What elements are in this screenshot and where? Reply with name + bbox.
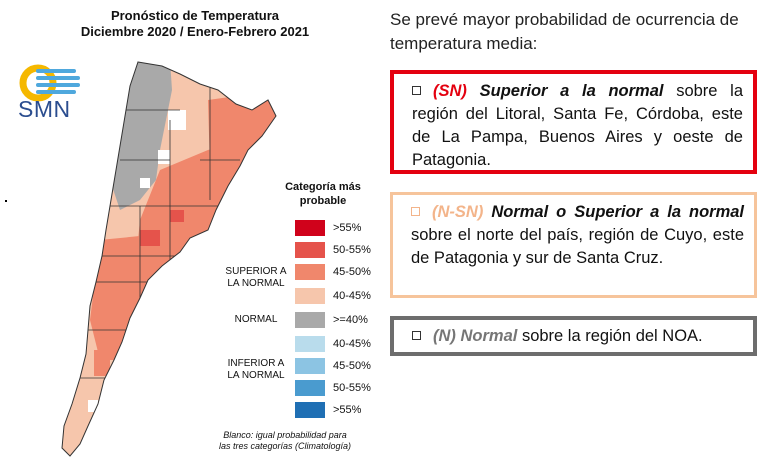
legend-title: Categoría más probable bbox=[268, 180, 378, 208]
category-name: Normal bbox=[460, 327, 518, 345]
legend-swatch bbox=[295, 220, 325, 236]
legend-value: 45-50% bbox=[333, 266, 371, 278]
intro-text: Se prevé mayor probabilidad de ocurrenci… bbox=[390, 10, 739, 53]
legend-title-line2: probable bbox=[299, 195, 347, 207]
legend-item: 40-45% bbox=[295, 336, 385, 352]
category-description: sobre la región del Litoral, Santa Fe, C… bbox=[412, 82, 744, 169]
legend-value: 50-55% bbox=[333, 244, 371, 256]
forecast-box-superior: (SN) Superior a la normal sobre la regió… bbox=[390, 70, 757, 174]
map-title-line2: Diciembre 2020 / Enero-Febrero 2021 bbox=[80, 24, 310, 39]
category-name: Normal o Superior a la normal bbox=[491, 203, 744, 221]
legend-swatch bbox=[295, 242, 325, 258]
legend-swatch bbox=[295, 358, 325, 374]
legend-group-superior: SUPERIOR A LA NORMAL bbox=[220, 266, 292, 290]
legend-group-normal: NORMAL bbox=[234, 314, 278, 325]
category-code: (N) bbox=[433, 327, 456, 345]
legend-item: 50-55% bbox=[295, 242, 385, 258]
legend-swatch bbox=[295, 402, 325, 418]
category-code: (SN) bbox=[433, 82, 467, 100]
category-name: Superior a la normal bbox=[479, 82, 664, 100]
legend-value: 45-50% bbox=[333, 360, 371, 372]
legend-item: >55% bbox=[295, 220, 385, 236]
legend-group-superior-line1: SUPERIOR A bbox=[225, 266, 287, 277]
legend-value: >=40% bbox=[333, 314, 368, 326]
category-description: sobre la región del NOA. bbox=[521, 327, 703, 345]
legend-title-line1: Categoría más bbox=[285, 181, 361, 193]
argentina-temperature-map bbox=[61, 61, 277, 457]
checkbox-bullet-icon bbox=[412, 331, 421, 340]
forecast-box-normal-superior: (N-SN) Normal o Superior a la normal sob… bbox=[390, 192, 757, 298]
legend-item: >55% bbox=[295, 402, 385, 418]
checkbox-bullet-icon bbox=[411, 207, 420, 216]
smn-logo-icon bbox=[19, 64, 80, 102]
legend-swatch bbox=[295, 312, 325, 328]
legend-swatch bbox=[295, 380, 325, 396]
smn-logo-text: SMN bbox=[18, 96, 71, 122]
legend-group-inferior-line1: INFERIOR A bbox=[227, 358, 285, 369]
legend-footnote: Blanco: igual probabilidad para las tres… bbox=[195, 430, 375, 452]
legend-swatch bbox=[295, 264, 325, 280]
category-description: sobre el norte del país, región de Cuyo,… bbox=[411, 226, 744, 267]
legend-item: 45-50% bbox=[295, 358, 385, 374]
legend-group-inferior: INFERIOR A LA NORMAL bbox=[220, 358, 292, 382]
checkbox-bullet-icon bbox=[412, 86, 421, 95]
legend-value: >55% bbox=[333, 222, 362, 234]
legend-item: >=40% bbox=[295, 312, 385, 328]
forecast-map-panel: Pronóstico de Temperatura Diciembre 2020… bbox=[0, 0, 380, 472]
stray-dot bbox=[5, 200, 7, 202]
map-title: Pronóstico de Temperatura Diciembre 2020… bbox=[60, 8, 330, 40]
legend-item: 40-45% bbox=[295, 288, 385, 304]
legend-item: 45-50% bbox=[295, 264, 385, 280]
legend-group-inferior-line2: LA NORMAL bbox=[227, 370, 285, 381]
legend-value: 50-55% bbox=[333, 382, 371, 394]
legend-group-superior-line2: LA NORMAL bbox=[227, 278, 285, 289]
legend-item: 50-55% bbox=[295, 380, 385, 396]
legend-value: >55% bbox=[333, 404, 362, 416]
map-title-line1: Pronóstico de Temperatura bbox=[110, 8, 280, 23]
legend-swatch bbox=[295, 336, 325, 352]
legend-swatch bbox=[295, 288, 325, 304]
legend-value: 40-45% bbox=[333, 338, 371, 350]
legend-footnote-line2: las tres categorías (Climatología) bbox=[218, 441, 352, 451]
legend-footnote-line1: Blanco: igual probabilidad para bbox=[223, 430, 347, 440]
forecast-box-normal: (N) Normal sobre la región del NOA. bbox=[390, 316, 757, 356]
legend-value: 40-45% bbox=[333, 290, 371, 302]
category-code: (N-SN) bbox=[432, 203, 484, 221]
